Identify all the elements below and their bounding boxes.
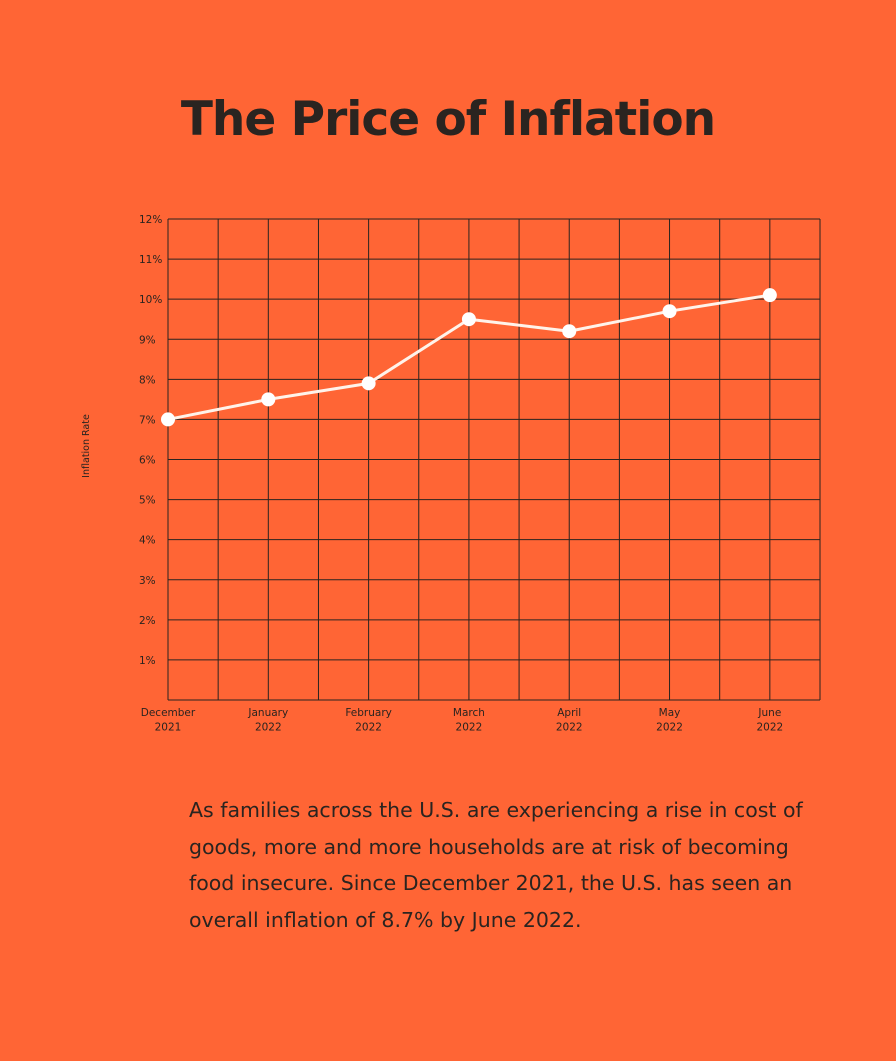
data-point <box>161 412 175 427</box>
data-point <box>361 376 376 391</box>
x-tick-label: 2022 <box>656 722 683 734</box>
data-point <box>261 392 276 407</box>
x-tick-label: 2022 <box>556 722 583 734</box>
data-point <box>562 324 577 339</box>
y-axis-title: Inflation Rate <box>81 414 92 478</box>
y-tick-label: 1% <box>139 655 156 667</box>
x-tick-label: March <box>453 707 485 719</box>
y-tick-label: 5% <box>139 495 156 507</box>
y-tick-label: 6% <box>139 455 156 467</box>
data-point <box>461 312 476 327</box>
inflation-line-chart: 1% 2% 3% 4% 5% 6% 7% 8% 9% 10% 11% 12% Inflation Rat… <box>81 214 821 734</box>
y-tick-label: 4% <box>139 535 156 547</box>
x-tick-label: June <box>757 707 781 719</box>
x-tick-label: December <box>141 707 196 719</box>
y-tick-label: 7% <box>139 414 156 426</box>
x-tick-label: 2021 <box>155 722 182 734</box>
x-tick-label: February <box>345 707 392 719</box>
x-tick-label: 2022 <box>255 722 282 734</box>
x-tick-label: 2022 <box>355 722 382 734</box>
x-tick-label: 2022 <box>456 722 483 734</box>
x-tick-label: April <box>557 707 581 719</box>
data-point <box>662 304 677 319</box>
y-tick-label: 9% <box>139 334 156 346</box>
y-tick-label: 10% <box>139 294 162 306</box>
body-paragraph: As families across the U.S. are experien… <box>189 798 803 932</box>
x-tick-label: January <box>247 707 288 719</box>
data-point <box>762 288 777 303</box>
page-title: The Price of Inflation <box>180 92 716 147</box>
y-tick-label: 11% <box>139 254 162 266</box>
y-tick-label: 8% <box>139 374 156 386</box>
x-tick-label: 2022 <box>756 722 783 734</box>
y-tick-label: 2% <box>139 615 156 627</box>
y-tick-label: 12% <box>139 214 162 226</box>
x-tick-label: May <box>659 707 681 719</box>
y-tick-label: 3% <box>139 575 156 587</box>
